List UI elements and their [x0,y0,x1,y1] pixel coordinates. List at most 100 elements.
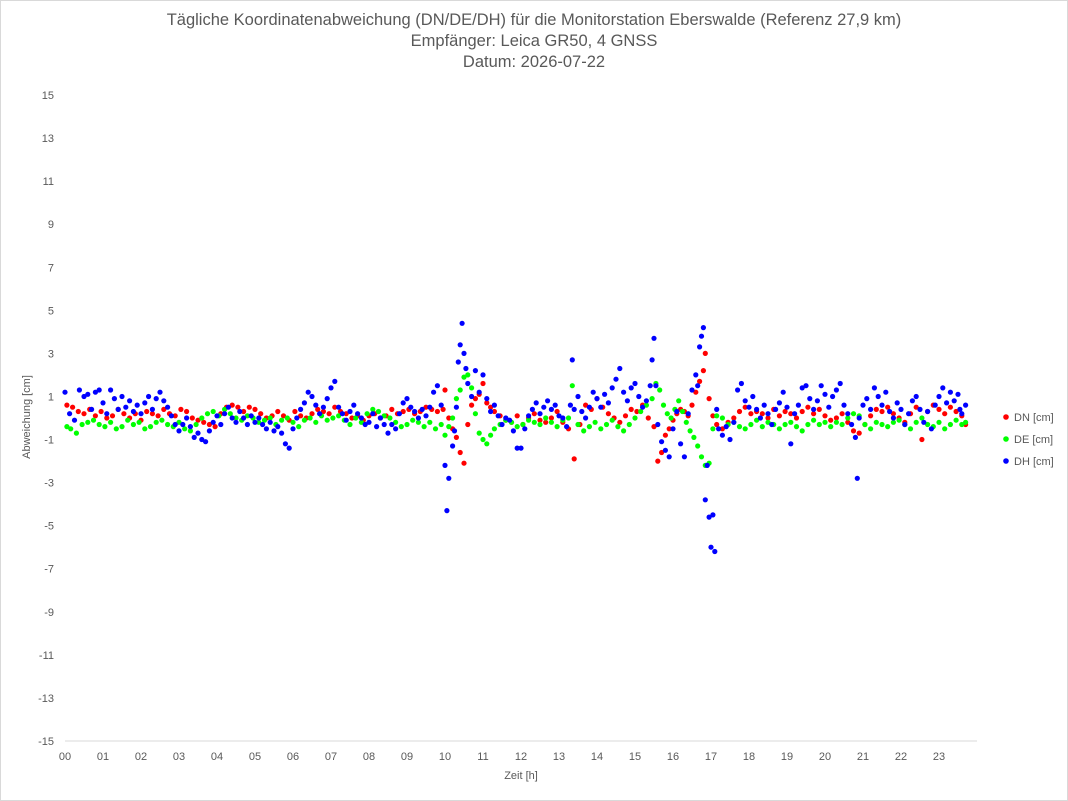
data-point [178,406,184,412]
data-point [144,408,150,415]
data-point [917,406,923,412]
data-point [849,421,855,428]
data-point [444,508,450,514]
data-point [176,428,182,434]
data-point [324,396,330,402]
data-point [651,335,657,341]
data-point [569,357,575,363]
data-point [301,400,307,406]
data-point [427,404,433,410]
data-point [666,454,672,460]
data-point [96,421,102,428]
data-point [613,376,619,382]
data-point [514,424,520,430]
data-point [862,421,868,428]
data-point [873,419,879,425]
data-point [560,415,566,421]
data-point [393,419,399,425]
data-point [400,400,406,406]
data-point [81,411,87,417]
data-point [603,421,610,428]
data-point [313,402,319,408]
data-point [583,402,589,408]
data-point [731,419,737,425]
data-point [326,411,332,417]
data-point [237,408,243,415]
data-point [845,419,851,425]
data-point [887,408,893,415]
data-point [936,419,942,425]
data-point [537,421,543,428]
data-point [936,393,942,400]
data-point [347,408,353,415]
data-point [719,426,726,432]
data-point [507,417,513,423]
data-point [780,389,786,395]
data-point [488,408,494,415]
data-point [241,408,247,415]
data-point [180,421,186,428]
data-point [822,419,828,425]
data-point [569,383,575,389]
data-point [375,408,382,415]
data-point [695,443,701,449]
data-point [488,432,494,438]
data-point [742,404,748,410]
data-point [657,387,663,393]
y-tick-label: -1 [44,435,54,447]
data-point [423,413,429,419]
data-point [370,406,376,412]
data-point [275,424,281,430]
data-point [267,419,273,425]
data-point [776,400,783,406]
data-point [932,402,938,408]
data-point [328,385,334,391]
data-point [799,408,805,415]
data-point [928,426,935,432]
data-point [410,417,416,423]
data-point [463,365,469,372]
data-point [387,415,393,421]
data-point [142,426,148,432]
data-point [828,424,834,430]
x-tick-label: 22 [895,751,907,763]
data-point [172,413,178,419]
data-point [98,408,104,415]
data-point [159,417,165,423]
data-point [412,408,418,415]
data-point [404,396,410,402]
data-point [227,411,233,417]
data-point [472,411,478,417]
data-point [609,417,615,423]
data-point [875,393,881,400]
x-tick-label: 13 [553,751,565,763]
data-point [822,391,828,397]
data-point [427,419,433,425]
y-tick-label: 7 [48,262,54,274]
data-point [358,415,364,421]
x-tick-label: 10 [439,751,451,763]
data-point [85,419,91,425]
data-point [839,421,845,428]
data-point [149,406,155,412]
data-point [942,426,948,432]
data-point [662,447,669,453]
data-point [134,402,140,408]
data-point [353,415,359,421]
data-point [714,413,720,419]
data-point [959,411,965,417]
data-point [115,406,121,412]
data-point [811,411,817,417]
data-point [636,393,642,400]
data-point [263,426,269,432]
data-point [742,398,748,404]
data-point [896,417,902,423]
x-tick-label: 05 [249,751,261,763]
data-point [697,344,703,350]
data-point [871,385,878,391]
data-point [748,411,754,417]
data-point [727,436,733,443]
y-tick-label: -11 [39,650,54,662]
data-point [947,421,954,428]
